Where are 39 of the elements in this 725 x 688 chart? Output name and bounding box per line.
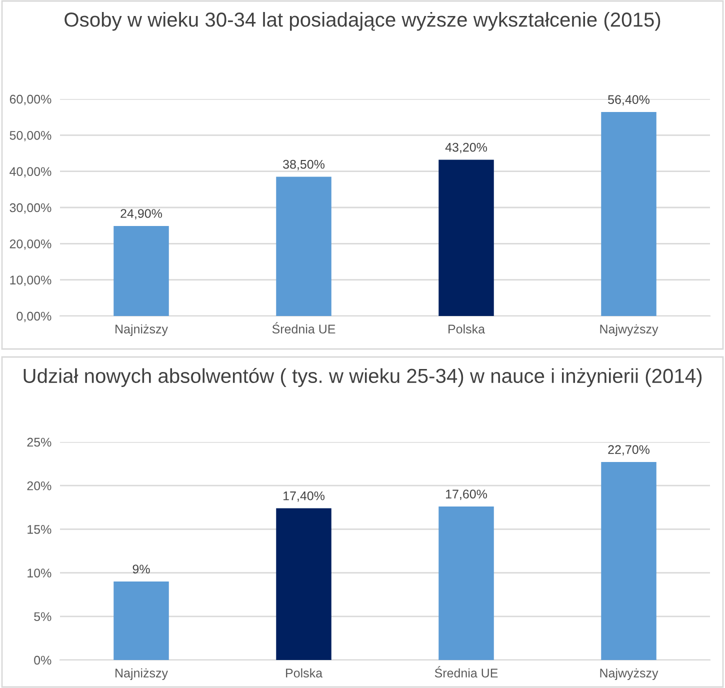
- y-tick-label: 0%: [34, 656, 52, 665]
- y-tick-label: 50,00%: [10, 130, 52, 142]
- data-label: 24,90%: [120, 209, 162, 220]
- data-label: 9%: [132, 564, 150, 574]
- y-tick-label: 5%: [34, 612, 52, 622]
- y-tick-label: 40,00%: [10, 167, 52, 178]
- data-label: 22,70%: [608, 445, 650, 456]
- y-tick-label: 30,00%: [10, 203, 52, 214]
- x-tick-label: Średnia UE: [434, 666, 498, 678]
- bar: [601, 112, 656, 316]
- chart-title: Osoby w wieku 30-34 lat posiadające wyższe wykształcenie (2015): [64, 12, 660, 31]
- chart-title: Udział nowych absolwentów ( tys. w wieku 25-34) w nauce i inżynierii (2014): [24, 368, 702, 388]
- y-tick-label: 10%: [28, 568, 52, 578]
- data-label: 56,40%: [608, 95, 650, 106]
- bar: [114, 226, 169, 316]
- x-tick-label: Najniższy: [116, 324, 168, 336]
- y-tick-label: 60,00%: [10, 94, 52, 106]
- x-tick-label: Najniższy: [116, 668, 168, 680]
- x-tick-label: Polska: [448, 324, 486, 334]
- y-tick-label: 10,00%: [10, 276, 52, 286]
- bar: [276, 176, 332, 316]
- x-tick-label: Najwyższy: [600, 324, 658, 336]
- bar: [114, 582, 169, 660]
- bar: [276, 508, 332, 660]
- bar: [438, 506, 494, 660]
- x-tick-label: Polska: [286, 668, 323, 678]
- y-tick-label: 20%: [27, 481, 52, 490]
- data-label: 17,60%: [446, 490, 488, 500]
- bar: [438, 160, 494, 316]
- x-tick-label: Średnia UE: [272, 322, 336, 334]
- y-tick-label: 25%: [27, 438, 52, 447]
- data-label: 17,40%: [284, 491, 325, 502]
- y-tick-label: 20,00%: [10, 239, 52, 250]
- bar: [601, 462, 656, 660]
- y-tick-label: 15%: [28, 525, 52, 534]
- data-label: 38,50%: [283, 160, 325, 170]
- data-label: 43,20%: [445, 142, 488, 154]
- x-tick-label: Najwyższy: [600, 668, 658, 680]
- y-tick-label: 0,00%: [16, 312, 52, 322]
